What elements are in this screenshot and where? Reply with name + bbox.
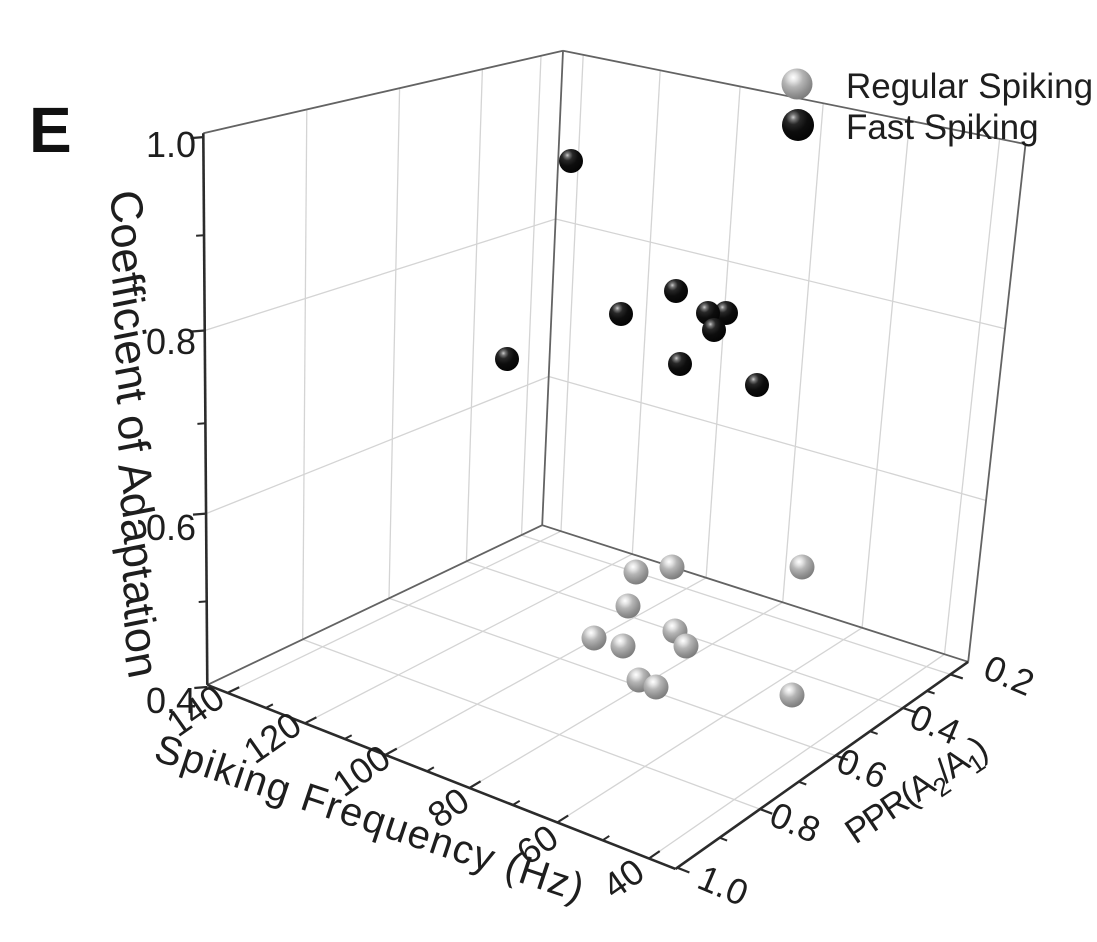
- svg-text:E: E: [29, 94, 72, 166]
- svg-text:Fast Spiking: Fast Spiking: [846, 108, 1039, 147]
- svg-text:0.4: 0.4: [146, 680, 196, 721]
- svg-text:0.8: 0.8: [146, 321, 196, 362]
- svg-text:1.0: 1.0: [146, 124, 196, 165]
- svg-text:0.6: 0.6: [146, 507, 196, 548]
- svg-text:Regular Spiking: Regular Spiking: [846, 67, 1093, 106]
